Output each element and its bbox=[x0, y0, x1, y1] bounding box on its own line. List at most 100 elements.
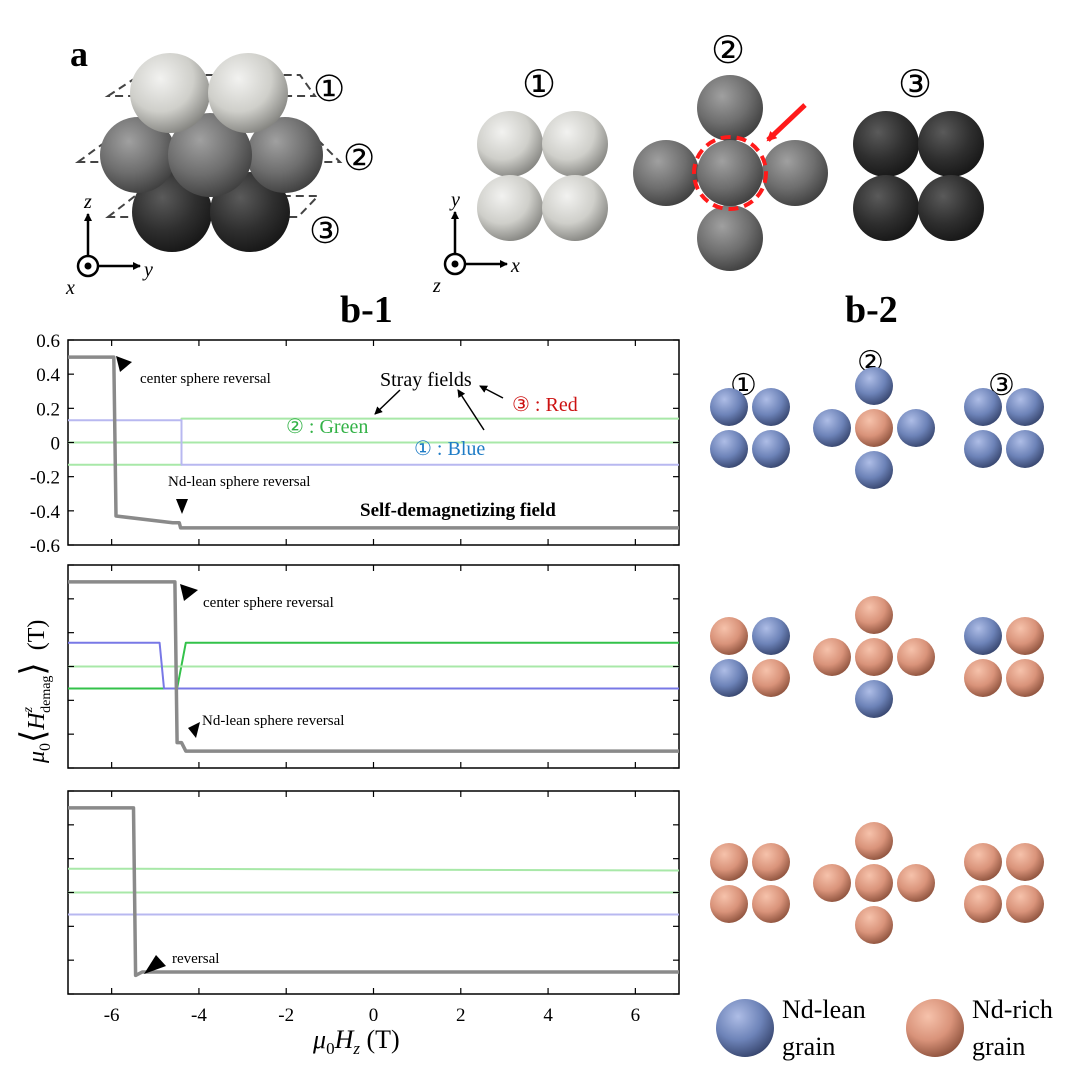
legend-nd-rich-line2: grain bbox=[972, 1032, 1025, 1061]
top-view-3-label: ③ bbox=[898, 64, 932, 106]
nd-rich-grain bbox=[710, 617, 748, 655]
nd-rich-grain bbox=[855, 638, 893, 676]
chart-3-series-gray-0 bbox=[68, 806, 679, 978]
sphere-stack bbox=[74, 53, 343, 252]
nd-rich-grain bbox=[964, 659, 1002, 697]
stray-fields-text: Stray fields bbox=[380, 369, 472, 391]
nd-rich-grain bbox=[752, 885, 790, 923]
nd-lean-grain bbox=[855, 367, 893, 405]
top-view-1: ① bbox=[477, 64, 608, 241]
axes-top: y x z bbox=[432, 189, 520, 297]
ndlean-reversal-pointer-2 bbox=[188, 722, 200, 738]
reversal-text-3: reversal bbox=[172, 951, 219, 967]
nd-lean-grain bbox=[855, 680, 893, 718]
nd-lean-grain bbox=[1006, 430, 1044, 468]
blue-label: ① : Blue bbox=[414, 438, 485, 460]
nd-rich-grain bbox=[813, 638, 851, 676]
legend-nd-lean-line2: grain bbox=[782, 1032, 835, 1061]
chart-3-xtick-label: -6 bbox=[104, 1005, 120, 1026]
legend-nd-rich-line1: Nd-rich bbox=[972, 995, 1053, 1024]
nd-rich-grain bbox=[855, 864, 893, 902]
chart-3-xtick-label: -2 bbox=[278, 1005, 294, 1026]
nd-lean-grain bbox=[964, 388, 1002, 426]
top-view-3: ③ bbox=[853, 64, 984, 241]
nd-rich-grain bbox=[964, 843, 1002, 881]
green-label: ② : Green bbox=[286, 416, 368, 438]
nd-rich-grain bbox=[855, 906, 893, 944]
chart-1-annotations: center sphere reversal Nd-lean sphere re… bbox=[116, 356, 578, 521]
center-reversal-pointer-2 bbox=[180, 584, 198, 601]
red-label: ③ : Red bbox=[512, 394, 578, 416]
nd-lean-grain bbox=[897, 409, 935, 447]
chart-3-xtick-label: 0 bbox=[369, 1005, 379, 1026]
nd-rich-grain bbox=[855, 409, 893, 447]
top-view-1-label: ① bbox=[522, 64, 556, 106]
nd-rich-grain bbox=[897, 864, 935, 902]
nd-rich-grain bbox=[897, 638, 935, 676]
nd-lean-grain bbox=[752, 388, 790, 426]
layer-3-label: ③ bbox=[309, 211, 341, 251]
nd-rich-grain bbox=[813, 864, 851, 902]
b2-grains bbox=[710, 367, 1044, 944]
nd-lean-grain bbox=[710, 430, 748, 468]
layer-2-label: ② bbox=[343, 138, 375, 178]
chart-1-ytick-label: -0.6 bbox=[30, 536, 60, 557]
top-view-2: ② bbox=[633, 30, 828, 271]
legend-nd-lean-swatch bbox=[716, 999, 774, 1057]
shared-ylabel: μ0⟨Hz demag⟩ (T) bbox=[15, 620, 54, 764]
center-reversal-pointer bbox=[116, 356, 132, 372]
panel-b2-label: b-2 bbox=[845, 289, 898, 331]
chart-2-series-blue-3 bbox=[68, 641, 679, 690]
ndlean-reversal-text-2: Nd-lean sphere reversal bbox=[202, 713, 344, 729]
red-arrow bbox=[766, 103, 807, 142]
chart-2-series-gray-0 bbox=[68, 580, 679, 753]
chart-3-annotations: reversal bbox=[144, 951, 219, 974]
chart-marks: 0.6 0.4 0.2 0 -0.2 -0.4 -0.6 -6 -4 -2 0 2 4 6 bbox=[30, 331, 680, 1026]
nd-rich-grain bbox=[1006, 885, 1044, 923]
axis-z-label: z bbox=[83, 191, 92, 213]
nd-rich-grain bbox=[752, 843, 790, 881]
center-reversal-text-2: center sphere reversal bbox=[203, 595, 334, 611]
chart-1-series-light_blue-3 bbox=[68, 419, 679, 466]
nd-rich-grain bbox=[1006, 843, 1044, 881]
chart-3-xtick-label: 2 bbox=[456, 1005, 466, 1026]
nd-rich-grain bbox=[855, 822, 893, 860]
chart-1-ytick-label: 0.2 bbox=[36, 399, 60, 420]
axis-x-label: x bbox=[65, 277, 75, 299]
panel-a: a ① ② ③ z y x bbox=[65, 30, 984, 299]
panel-b1-label: b-1 bbox=[340, 289, 393, 331]
axis-y2-label: y bbox=[449, 189, 460, 211]
layer-1-label: ① bbox=[313, 69, 345, 109]
ndlean-reversal-text: Nd-lean sphere reversal bbox=[168, 474, 310, 490]
ndlean-reversal-pointer bbox=[176, 499, 188, 514]
panel-b2: ① ② ③ bbox=[710, 346, 1044, 944]
top-view-2-label: ② bbox=[711, 30, 745, 72]
nd-lean-grain bbox=[813, 409, 851, 447]
legend: Nd-lean grain Nd-rich grain bbox=[716, 995, 1053, 1061]
axis-z2-label: z bbox=[432, 275, 441, 297]
axes-side: z y x bbox=[65, 191, 153, 299]
highlight-ring bbox=[692, 135, 768, 211]
nd-lean-grain bbox=[855, 451, 893, 489]
x-axis-label: μ0Hz (T) bbox=[312, 1025, 400, 1058]
nd-lean-grain bbox=[1006, 388, 1044, 426]
axis-x2-label: x bbox=[510, 255, 520, 277]
nd-rich-grain bbox=[1006, 659, 1044, 697]
chart-3-xtick-label: 6 bbox=[631, 1005, 641, 1026]
chart-1-ytick-label: -0.4 bbox=[30, 502, 61, 523]
chart-1-series-gray-0 bbox=[68, 355, 679, 530]
nd-lean-grain bbox=[710, 388, 748, 426]
chart-1-ytick-label: 0 bbox=[51, 434, 61, 455]
nd-rich-grain bbox=[855, 596, 893, 634]
chart-2-annotations: center sphere reversal Nd-lean sphere re… bbox=[180, 584, 344, 738]
chart-1-ytick-label: -0.2 bbox=[30, 468, 60, 489]
chart-3-xtick-label: -4 bbox=[191, 1005, 207, 1026]
nd-lean-grain bbox=[964, 430, 1002, 468]
nd-lean-grain bbox=[710, 659, 748, 697]
chart-1-ytick-label: 0.6 bbox=[36, 331, 60, 352]
nd-lean-grain bbox=[752, 430, 790, 468]
axis-y-label: y bbox=[142, 259, 153, 281]
chart-3-series-light_green-1 bbox=[68, 867, 680, 872]
